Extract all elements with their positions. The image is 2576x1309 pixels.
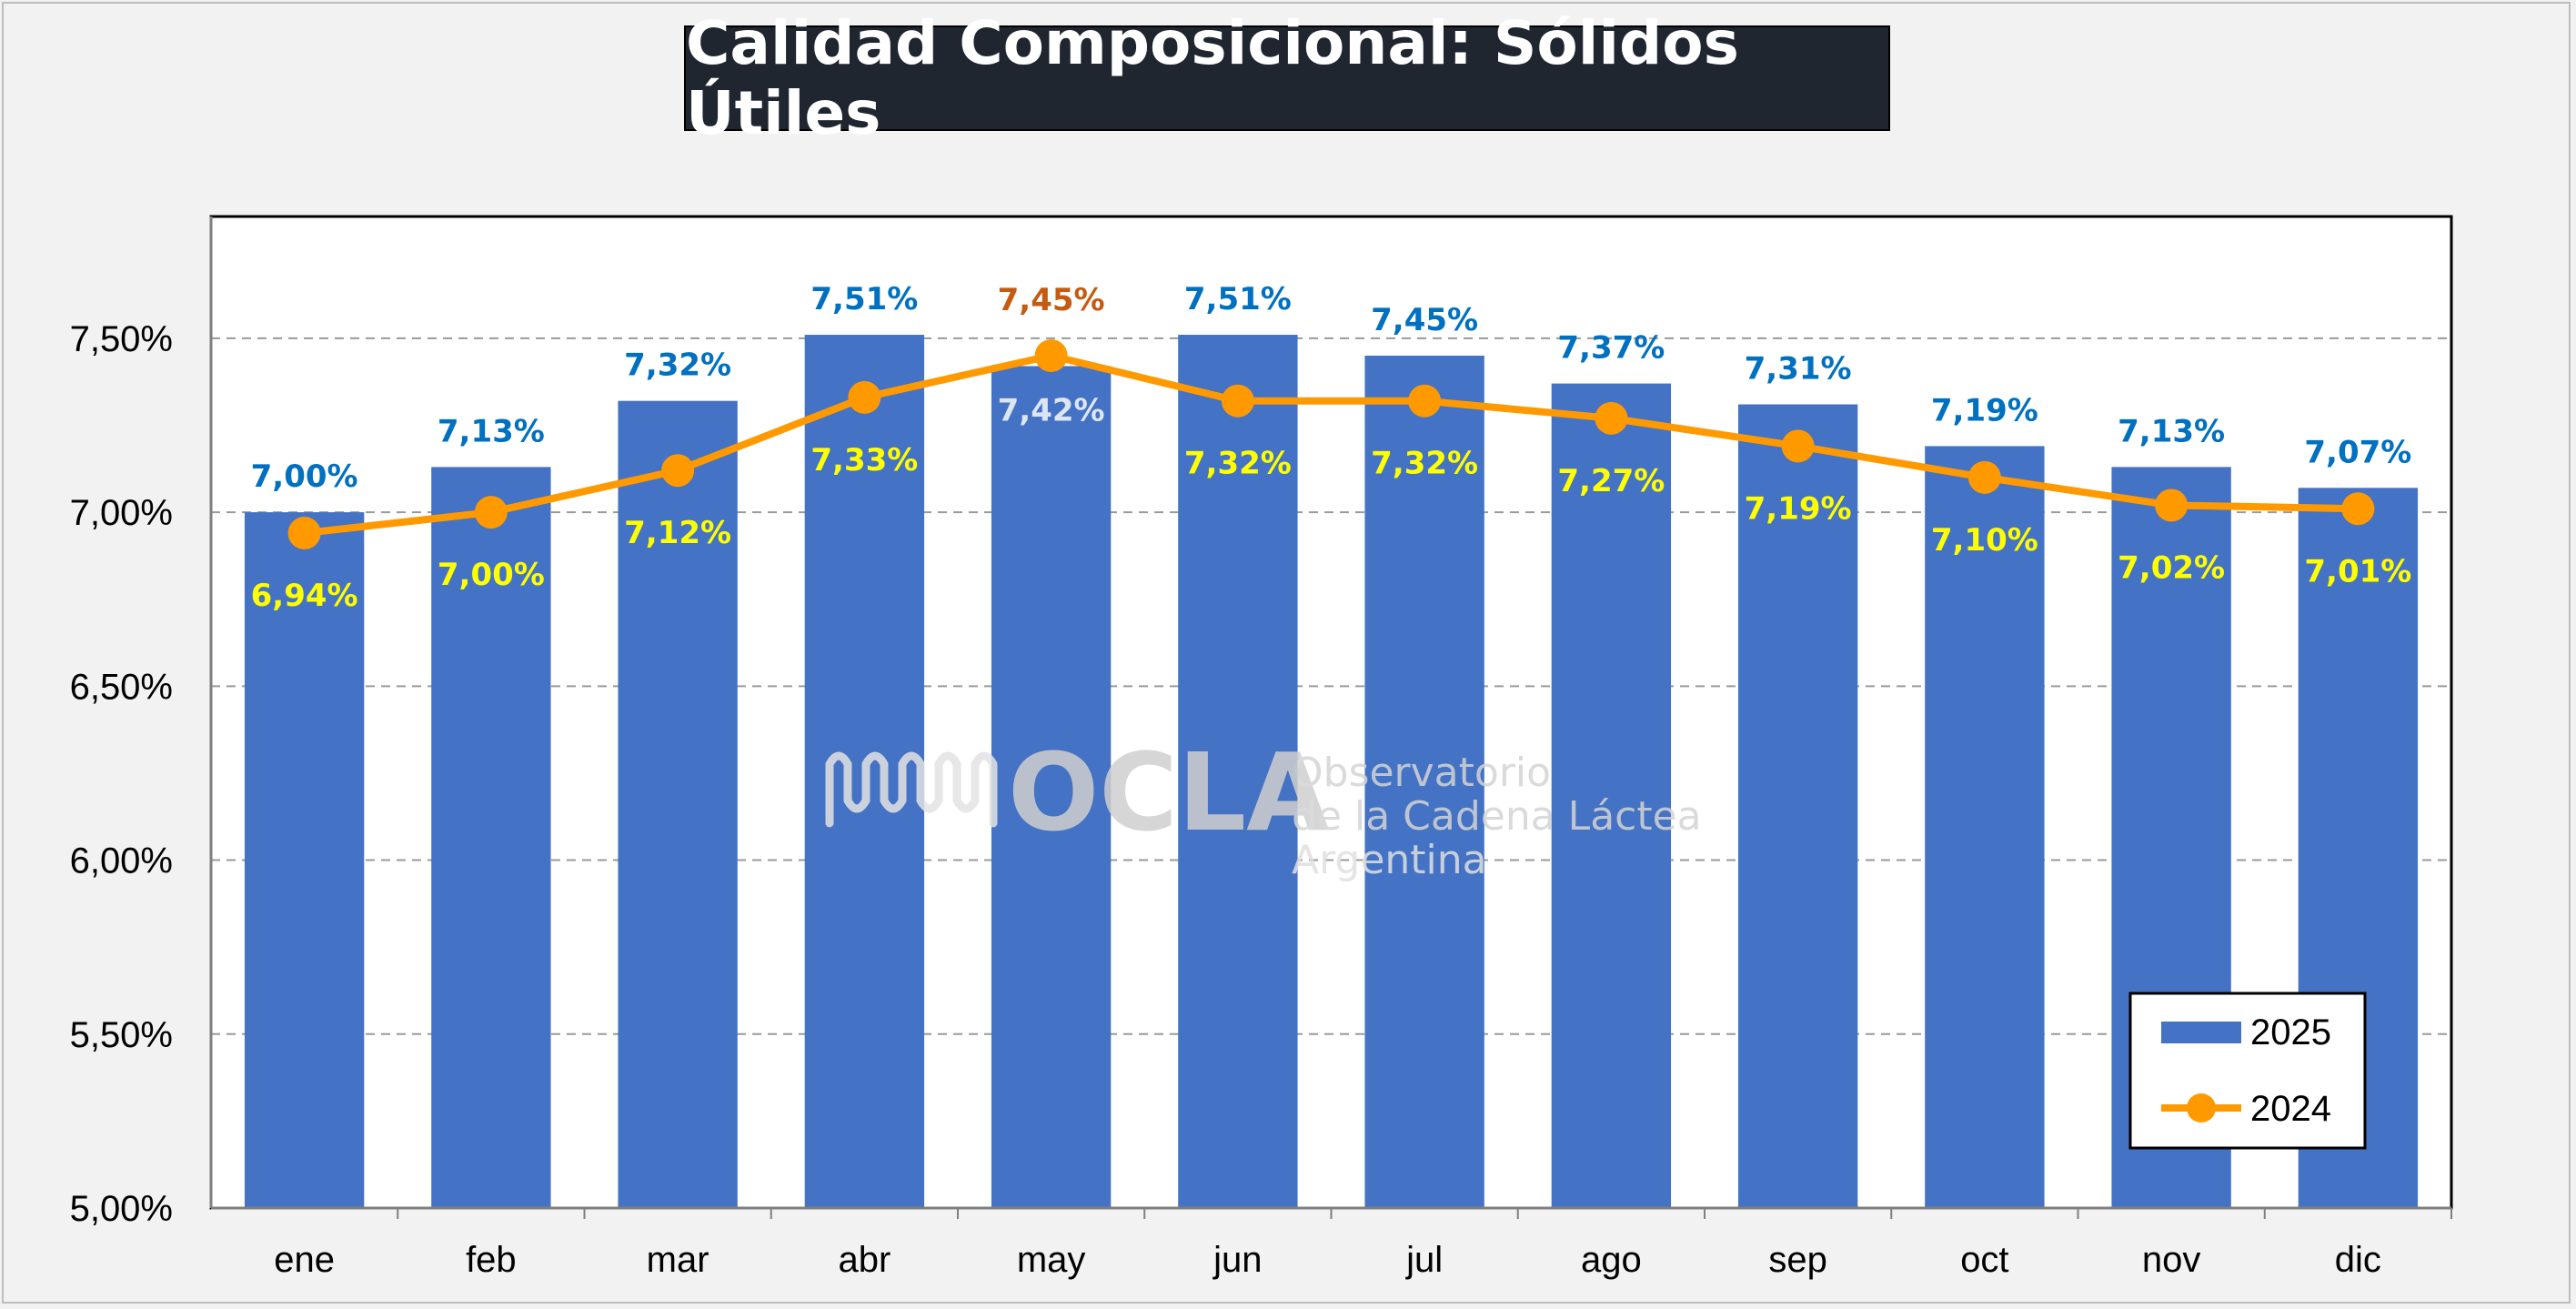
ocla-watermark: OCLA Observatorio de la Cadena Láctea Ar… [825, 730, 1702, 883]
line-series: 6,94% 7,00% 7,12% 7,33% 7,45% 7,32% 7,32% 7,27%… [251, 282, 2412, 614]
bar-label-dic: 7,07% [2304, 434, 2411, 470]
line-marker-sep [1781, 429, 1815, 463]
line-marker-ago [1595, 401, 1628, 435]
line-marker-nov [2155, 488, 2189, 522]
bar-ago [1551, 383, 1672, 1208]
bar-label-oct: 7,19% [1931, 392, 2038, 428]
x-tick-label-nov: nov [2142, 1240, 2201, 1280]
bar-jun [1178, 335, 1298, 1208]
plot-area [209, 215, 2453, 1210]
bar-label-ago: 7,37% [1557, 330, 1665, 367]
line-label-abr: 7,33% [810, 442, 918, 478]
y-tick-label: 6,00% [70, 841, 173, 881]
bar-label-nov: 7,13% [2118, 413, 2225, 449]
y-tick-label: 6,50% [70, 667, 173, 707]
x-axis: ene feb mar abr may jun jul ago sep oct nov dic [211, 1206, 2452, 1280]
line-marker-may [1034, 338, 1068, 372]
x-tick-label-may: may [1017, 1240, 1086, 1280]
y-tick-label: 7,00% [70, 493, 173, 533]
x-tick-label-oct: oct [1960, 1240, 2008, 1280]
y-tick-label: 5,50% [70, 1015, 173, 1055]
x-tick-label-ago: ago [1581, 1240, 1642, 1280]
line-label-jun: 7,32% [1184, 446, 1292, 482]
line-label-dic: 7,01% [2304, 553, 2411, 589]
line-marker-ene [287, 517, 321, 550]
bar-may [991, 366, 1112, 1208]
legend-box [2128, 992, 2367, 1150]
line-label-jul: 7,32% [1371, 446, 1478, 482]
line-2024 [304, 351, 2359, 538]
line-label-ene: 6,94% [251, 578, 358, 614]
line-marker-oct [1967, 460, 2001, 494]
line-label-feb: 7,00% [438, 557, 545, 593]
bar-jul [1364, 355, 1484, 1209]
bar-label-abr: 7,51% [810, 281, 918, 317]
legend-swatch-2024-marker [2187, 1093, 2216, 1123]
line-label-ago: 7,27% [1557, 463, 1665, 499]
y-tick-label: 5,00% [70, 1189, 173, 1229]
bar-label-ene: 7,00% [251, 458, 358, 495]
bar-label-sep: 7,31% [1745, 351, 1852, 388]
legend-swatch-2025 [2161, 1022, 2241, 1043]
line-label-sep: 7,19% [1745, 490, 1852, 527]
bar-label-feb: 7,13% [438, 413, 545, 449]
bar-label-may: 7,42% [998, 392, 1105, 428]
line-label-oct: 7,10% [1931, 522, 2038, 559]
line-label-mar: 7,12% [624, 515, 731, 551]
bar-oct [1925, 446, 2045, 1209]
legend: 2025 2024 [2128, 992, 2367, 1150]
watermark-line1: Observatorio [1292, 750, 1551, 796]
x-tick-label-feb: feb [466, 1240, 517, 1280]
y-tick-label: 7,50% [70, 319, 173, 359]
watermark-line2: de la Cadena Láctea [1292, 793, 1702, 840]
x-tick-label-abr: abr [838, 1240, 891, 1280]
bar-feb [431, 467, 551, 1208]
x-tick-label-mar: mar [647, 1240, 709, 1280]
bar-sep [1737, 404, 1858, 1208]
x-tick-label-jul: jul [1405, 1240, 1443, 1280]
bar-label-mar: 7,32% [624, 347, 731, 384]
legend-label-2024: 2024 [2250, 1089, 2331, 1129]
y-axis: 5,00% 5,50% 6,00% 6,50% 7,00% 7,50% [70, 216, 213, 1229]
line-marker-jun [1221, 384, 1254, 418]
x-tick-label-dic: dic [2335, 1240, 2381, 1280]
milk-wave-icon [825, 751, 998, 828]
bar-label-jun: 7,51% [1184, 281, 1292, 317]
line-label-nov: 7,02% [2118, 549, 2225, 586]
gridlines [211, 337, 2451, 1035]
legend-label-2025: 2025 [2250, 1012, 2331, 1052]
line-marker-abr [848, 380, 881, 414]
watermark-brand: OCLA [1008, 730, 1329, 855]
x-tick-label-ene: ene [274, 1240, 335, 1280]
watermark-line3: Argentina [1292, 837, 1487, 883]
bar-label-jul: 7,45% [1371, 302, 1478, 338]
x-tick-label-sep: sep [1768, 1240, 1827, 1280]
bar-mar [618, 400, 738, 1208]
line-label-may: 7,45% [998, 282, 1105, 318]
bar-ene [244, 512, 365, 1208]
line-marker-mar [661, 454, 695, 488]
line-marker-dic [2341, 492, 2375, 526]
line-marker-feb [474, 496, 508, 529]
bar-series: 7,00% 7,13% 7,32% 7,51% 7,42% 7,51% 7,45% 7,37%… [244, 281, 2419, 1209]
x-tick-label-jun: jun [1213, 1240, 1262, 1280]
line-marker-jul [1408, 384, 1442, 418]
